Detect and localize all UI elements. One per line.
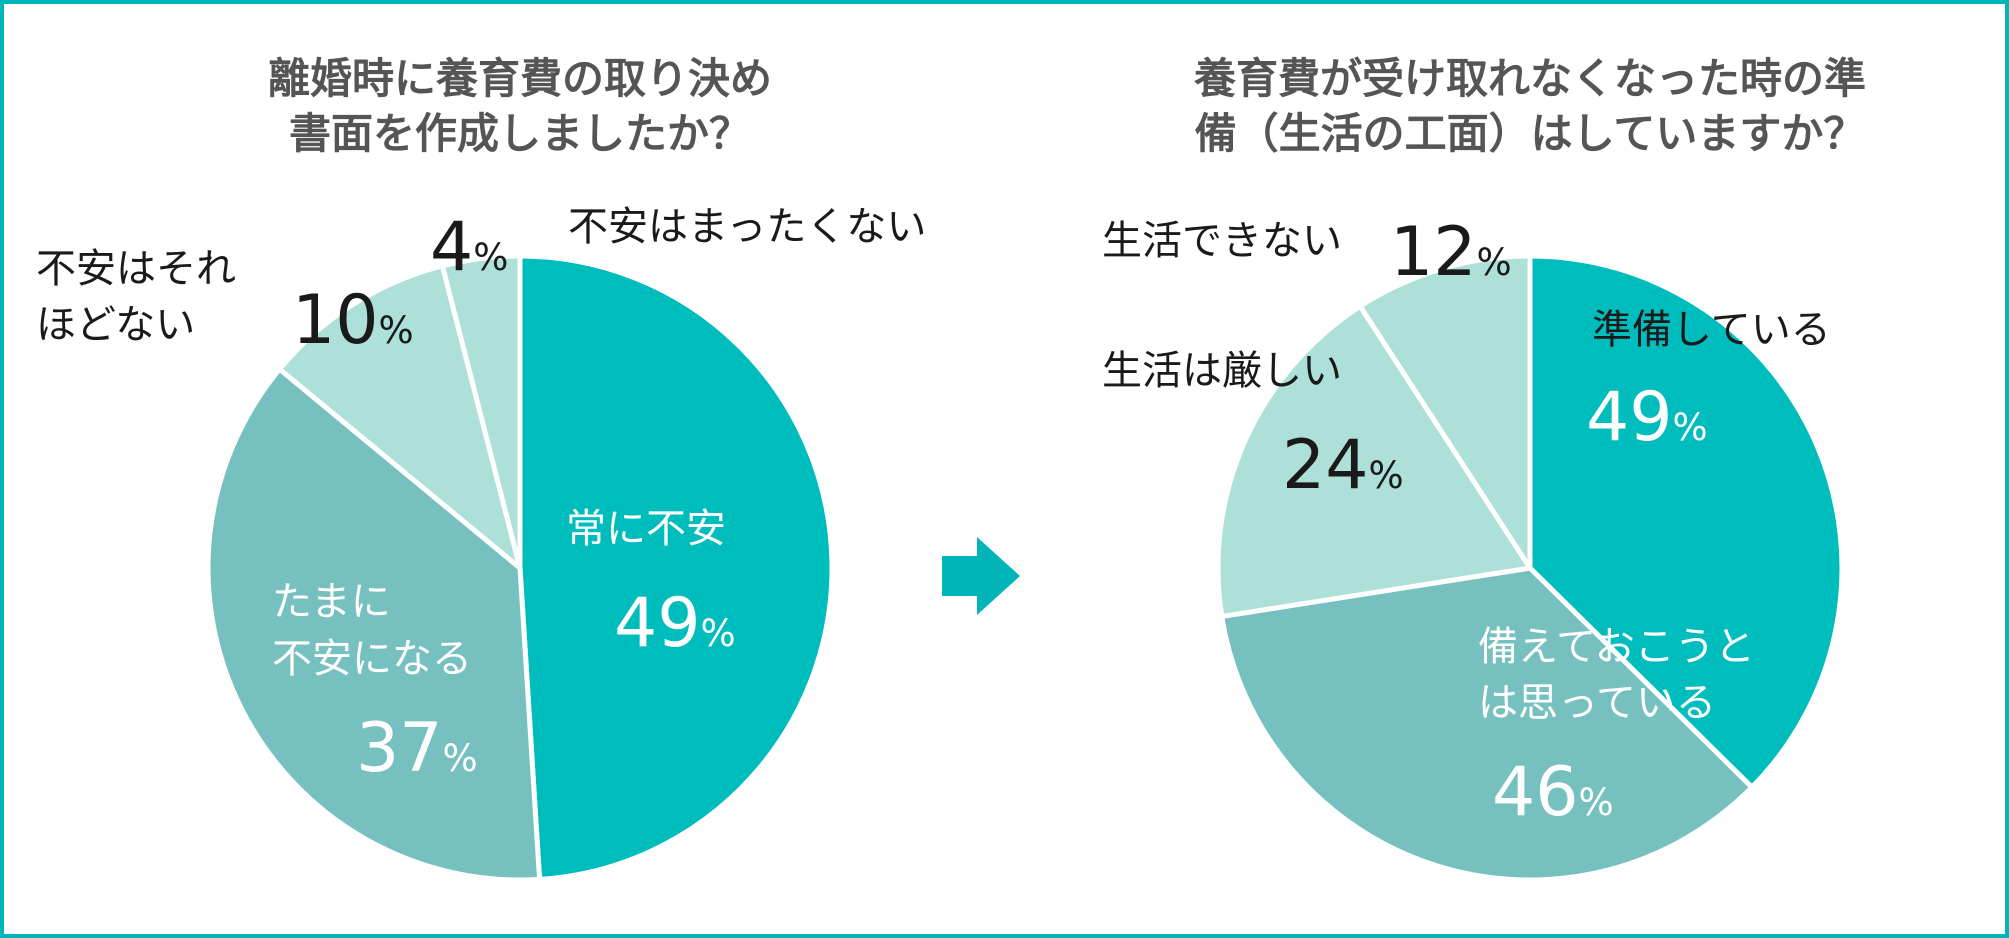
chart2-title-line1: 養育費が受け取れなくなった時の準	[1193, 54, 1866, 103]
chart2-pie	[1215, 253, 1845, 883]
chart2-title-line2: 備（生活の工面）はしていますか？	[1195, 109, 1866, 158]
chart1-pie	[205, 253, 835, 883]
chart2-slice-4-value: 12%	[1390, 213, 1512, 292]
chart1-slice-3-value: 10%	[292, 281, 414, 360]
chart2-slice-2-label-line1: 備えておこうと	[1478, 624, 1755, 670]
chart2-slice-3-label: 生活は厳しい	[1102, 348, 1342, 394]
chart1-slice-4-label: 不安はまったくない	[568, 204, 926, 250]
chart1-slice-4	[439, 253, 523, 571]
chart1-slice-2-label-line2: 不安になる	[272, 636, 472, 682]
chart2-slice-2-label-line2: は思っている	[1478, 680, 1716, 726]
chart1-slice-1	[517, 253, 835, 882]
chart2-slice-2-value: 46%	[1492, 753, 1614, 832]
chart2-slice-2	[1219, 565, 1755, 883]
chart1-slice-1-value: 49%	[614, 584, 736, 663]
chart2-slice-4	[1357, 253, 1533, 571]
chart1-slice-1-label: 常に不安	[566, 506, 726, 552]
chart2-slice-1-value: 49%	[1586, 378, 1708, 457]
chart1-slice-2	[205, 366, 543, 883]
chart1-slice-3-label-line1: 不安はそれ	[36, 246, 236, 292]
chart1-title-line2: 書面を作成しましたか？	[289, 109, 751, 158]
chart2-slice-3-value: 24%	[1282, 426, 1404, 505]
chart2-slice-4-label: 生活できない	[1102, 218, 1342, 264]
chart1-title-line1: 離婚時に養育費の取り決め	[268, 54, 772, 103]
right-arrow-icon	[942, 537, 1020, 615]
chart1-slice-2-label-line1: たまに	[272, 579, 391, 625]
chart1-slice-2-value: 37%	[356, 709, 478, 788]
chart1-slice-3-label-line2: ほどない	[36, 302, 195, 348]
chart1-slice-4-value: 4%	[430, 208, 508, 287]
chart2-slice-1	[1527, 253, 1845, 790]
chart2-slice-3	[1215, 303, 1533, 619]
chart2-slice-1-label: 準備している	[1592, 307, 1831, 353]
